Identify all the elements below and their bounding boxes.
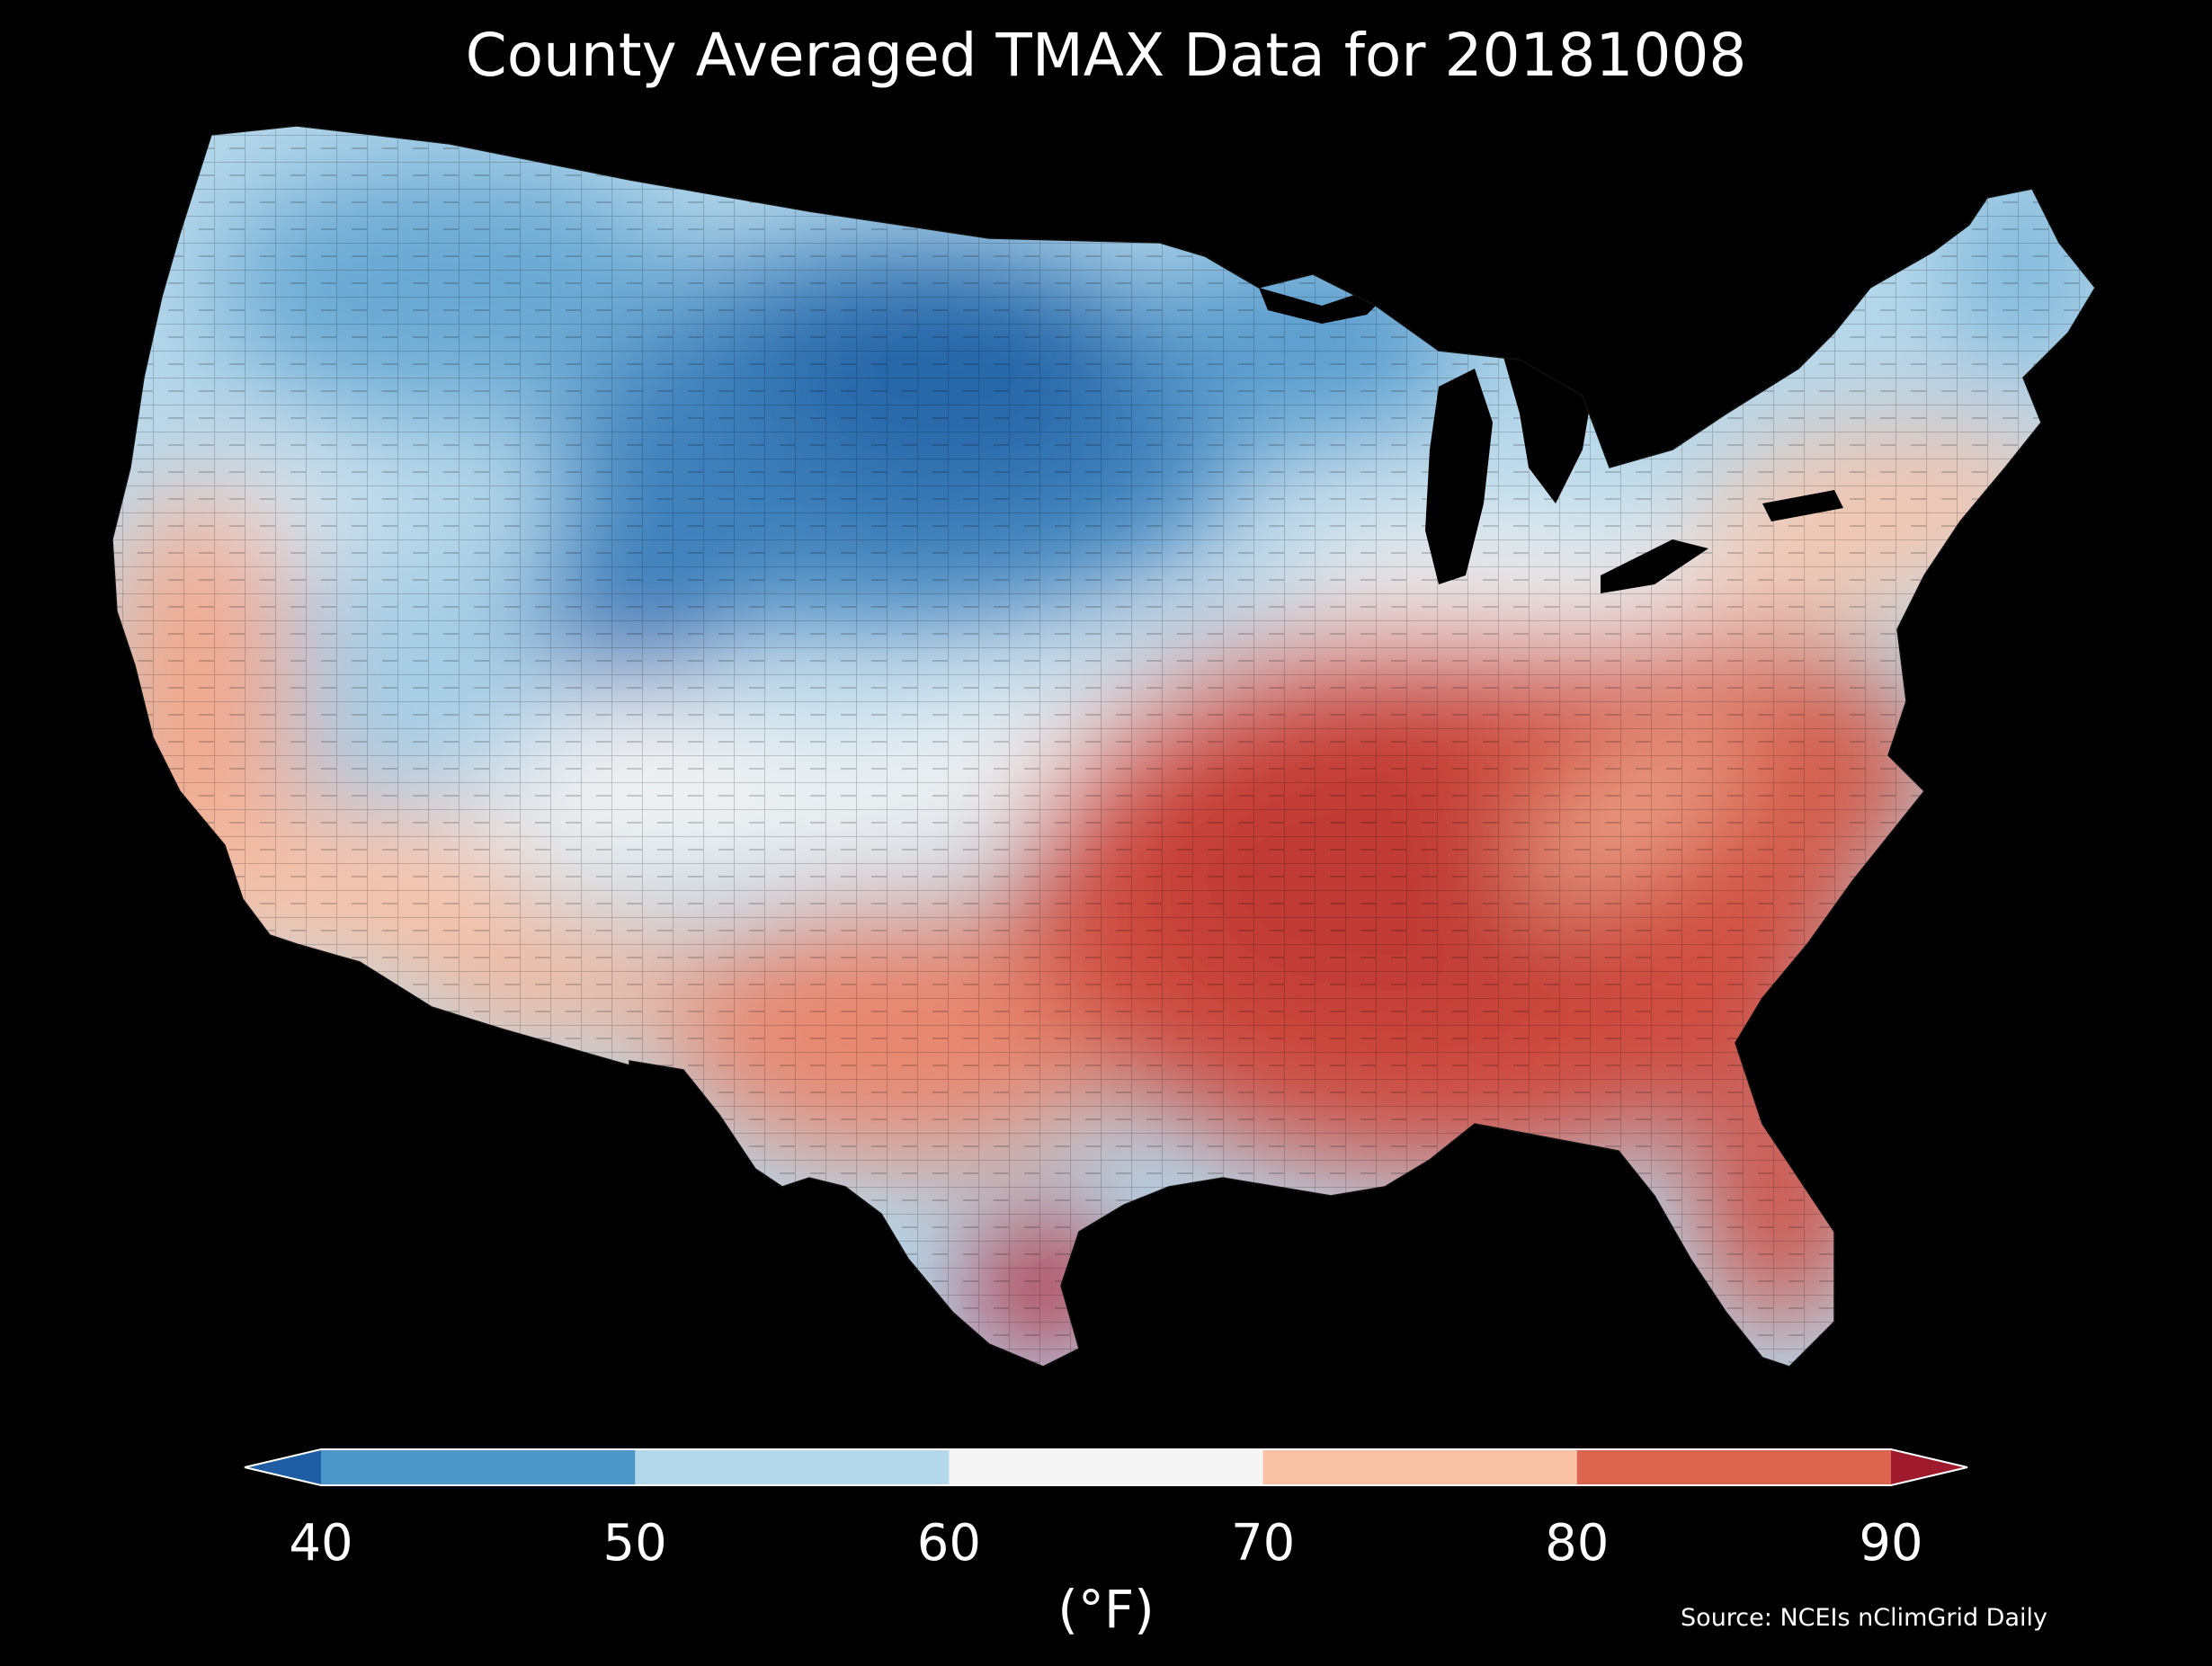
- colorbar-segment: [321, 1449, 636, 1485]
- colorbar-outline: [244, 1448, 1968, 1486]
- colorbar-segment: [1576, 1449, 1892, 1485]
- great-lakes: [1259, 279, 1843, 593]
- colorbar-extend-low: [245, 1449, 321, 1485]
- source-note: Source: NCEIs nClimGrid Daily: [1681, 1604, 2047, 1632]
- colorbar-segment: [949, 1449, 1264, 1485]
- colorbar-tick-label: 40: [289, 1514, 353, 1572]
- colorbar-segment: [1262, 1449, 1578, 1485]
- map-title: County Averaged TMAX Data for 20181008: [465, 21, 1747, 90]
- colorbar-extend-high: [1891, 1449, 1967, 1485]
- colorbar-tick-label: 80: [1545, 1514, 1610, 1572]
- colorbar-segment: [635, 1449, 950, 1485]
- colorbar-tick-label: 90: [1859, 1514, 1923, 1572]
- colorbar-tick-label: 60: [916, 1514, 982, 1572]
- colorbar-unit-label: (°F): [1057, 1579, 1155, 1640]
- colorbar-tick-label: 50: [602, 1514, 667, 1572]
- colorbar-tick-label: 70: [1230, 1514, 1296, 1572]
